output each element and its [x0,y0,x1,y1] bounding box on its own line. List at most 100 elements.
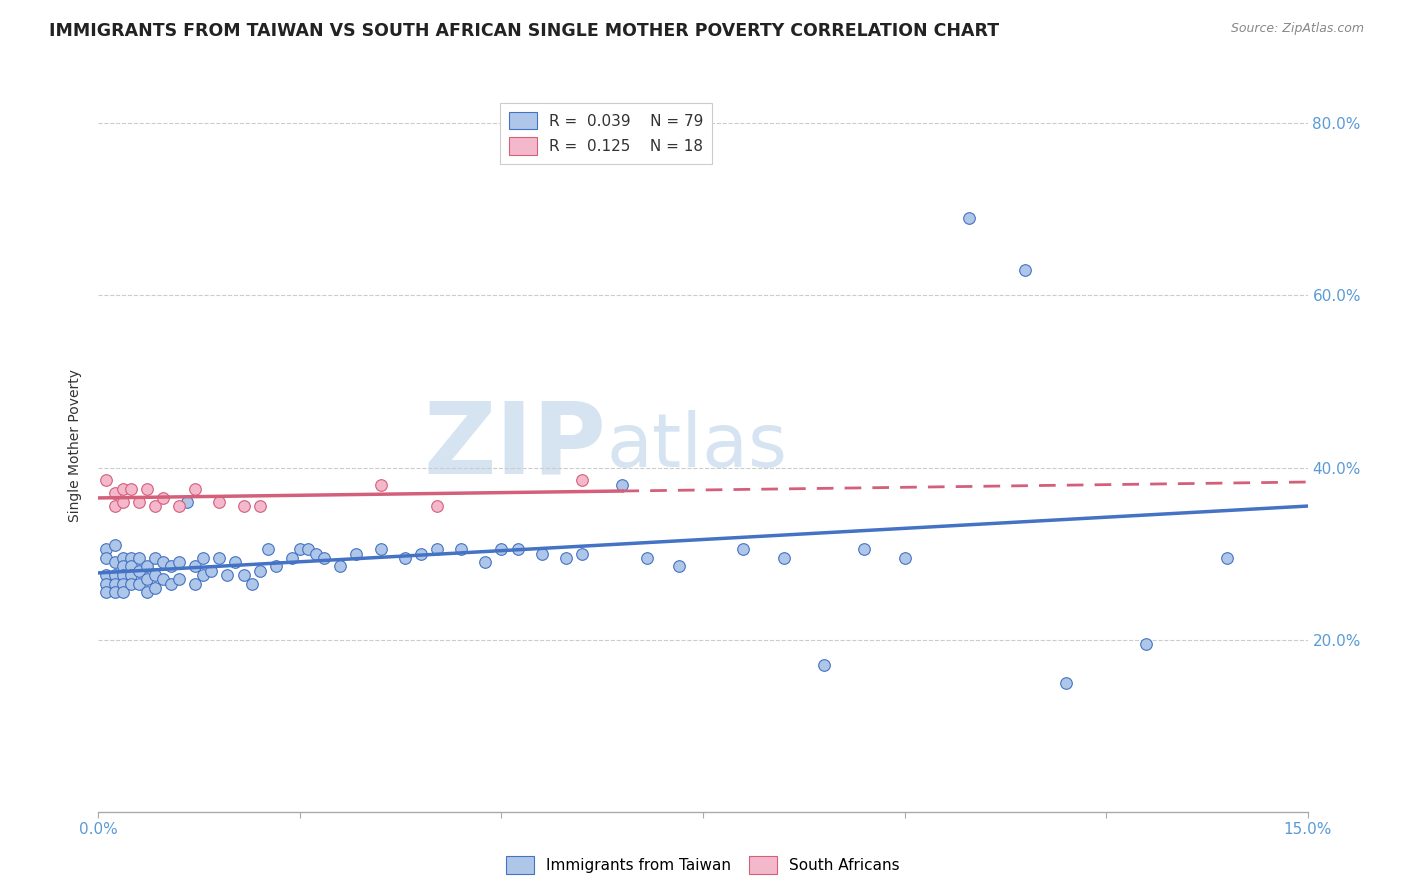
Point [111,550,134,565]
Point [160,576,183,591]
Legend: R =  0.039    N = 79, R =  0.125    N = 18: R = 0.039 N = 79, R = 0.125 N = 18 [501,103,713,164]
Point [111,495,134,509]
Point [120,559,142,574]
Point [167,500,190,514]
Point [152,491,174,505]
Text: Source: ZipAtlas.com: Source: ZipAtlas.com [1230,22,1364,36]
Point [288,542,311,557]
Point [96,576,118,591]
Point [256,542,278,557]
Point [152,555,174,569]
Point [217,568,239,582]
Point [370,542,392,557]
Point [636,550,658,565]
Point [128,550,150,565]
Point [193,550,215,565]
Point [103,568,125,582]
Text: ZIP: ZIP [423,398,606,494]
Point [329,559,352,574]
Point [491,542,513,557]
Point [96,568,118,582]
Point [249,500,271,514]
Point [96,474,118,488]
Point [450,542,472,557]
Text: IMMIGRANTS FROM TAIWAN VS SOUTH AFRICAN SINGLE MOTHER POVERTY CORRELATION CHART: IMMIGRANTS FROM TAIWAN VS SOUTH AFRICAN … [49,22,1000,40]
Point [224,555,246,569]
Point [135,482,157,496]
Point [135,573,157,587]
Point [733,542,755,557]
Point [426,542,449,557]
Point [208,495,231,509]
Point [111,559,134,574]
Y-axis label: Single Mother Poverty: Single Mother Poverty [69,369,83,523]
Point [426,500,449,514]
Point [103,555,125,569]
Point [232,568,254,582]
Point [853,542,876,557]
Point [571,474,593,488]
Point [232,500,254,514]
Point [530,547,553,561]
Point [612,477,634,491]
Point [120,568,142,582]
Point [143,550,166,565]
Point [120,550,142,565]
Point [103,538,125,552]
Point [813,658,835,673]
Point [120,576,142,591]
Point [193,568,215,582]
Point [772,550,794,565]
Point [128,576,150,591]
Point [96,585,118,599]
Point [128,495,150,509]
Point [957,211,980,225]
Point [135,585,157,599]
Point [184,576,207,591]
Point [103,576,125,591]
Point [1014,262,1036,277]
Point [160,559,183,574]
Point [184,559,207,574]
Point [111,576,134,591]
Point [143,500,166,514]
Point [96,550,118,565]
Point [111,568,134,582]
Point [571,547,593,561]
Point [111,482,134,496]
Point [103,585,125,599]
Point [96,542,118,557]
Point [208,550,231,565]
Point [103,486,125,500]
Legend: Immigrants from Taiwan, South Africans: Immigrants from Taiwan, South Africans [501,850,905,880]
Point [103,500,125,514]
Point [1135,637,1157,651]
Point [152,573,174,587]
Point [143,581,166,595]
Point [281,550,304,565]
Point [135,559,157,574]
Point [506,542,529,557]
Point [297,542,319,557]
Point [370,477,392,491]
Point [249,564,271,578]
Point [120,482,142,496]
Point [305,547,328,561]
Point [1054,675,1077,690]
Point [394,550,416,565]
Point [474,555,496,569]
Point [176,495,198,509]
Point [167,555,190,569]
Point [240,576,263,591]
Point [128,564,150,578]
Point [143,568,166,582]
Point [167,573,190,587]
Point [1216,550,1239,565]
Point [200,564,222,578]
Point [264,559,287,574]
Point [668,559,690,574]
Point [409,547,432,561]
Point [111,585,134,599]
Point [344,547,367,561]
Point [184,482,207,496]
